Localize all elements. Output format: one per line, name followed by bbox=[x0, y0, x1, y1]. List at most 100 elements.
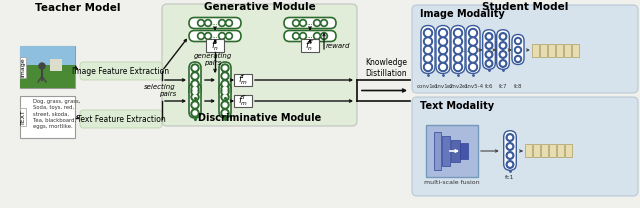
Text: image: image bbox=[20, 57, 26, 77]
Circle shape bbox=[227, 34, 231, 38]
Circle shape bbox=[499, 60, 507, 67]
Circle shape bbox=[424, 37, 433, 46]
Text: Image Feature Extraction: Image Feature Extraction bbox=[72, 67, 170, 76]
Text: conv1-2: conv1-2 bbox=[432, 84, 454, 89]
Circle shape bbox=[193, 90, 197, 94]
Circle shape bbox=[454, 62, 463, 72]
Circle shape bbox=[468, 62, 477, 72]
Bar bbox=[572, 44, 579, 57]
Circle shape bbox=[501, 35, 504, 38]
Text: $f_n^I$: $f_n^I$ bbox=[211, 38, 219, 53]
Circle shape bbox=[438, 54, 447, 63]
Bar bbox=[565, 144, 572, 157]
Circle shape bbox=[506, 152, 514, 159]
FancyBboxPatch shape bbox=[412, 97, 638, 196]
Text: $f_m^I$: $f_m^I$ bbox=[238, 73, 248, 87]
Circle shape bbox=[508, 145, 511, 148]
Circle shape bbox=[454, 37, 463, 46]
Text: Discriminative Module: Discriminative Module bbox=[198, 113, 321, 123]
Text: reward: reward bbox=[326, 42, 351, 48]
FancyBboxPatch shape bbox=[219, 83, 231, 118]
Circle shape bbox=[205, 20, 211, 26]
Circle shape bbox=[424, 28, 433, 37]
Circle shape bbox=[468, 37, 477, 46]
Bar bbox=[541, 144, 548, 157]
Text: conv2-1: conv2-1 bbox=[447, 84, 469, 89]
Circle shape bbox=[488, 62, 491, 65]
Circle shape bbox=[468, 46, 477, 54]
Circle shape bbox=[456, 47, 460, 52]
Circle shape bbox=[438, 28, 447, 37]
Text: fc6: fc6 bbox=[484, 84, 493, 89]
Circle shape bbox=[191, 80, 199, 88]
Text: ...: ... bbox=[307, 33, 314, 39]
Circle shape bbox=[438, 37, 447, 46]
Text: Image Modality: Image Modality bbox=[420, 9, 505, 19]
Circle shape bbox=[516, 58, 520, 61]
Circle shape bbox=[191, 72, 199, 80]
Circle shape bbox=[508, 136, 511, 139]
Circle shape bbox=[221, 85, 229, 93]
Circle shape bbox=[468, 54, 477, 63]
Text: fc7: fc7 bbox=[499, 84, 508, 89]
Circle shape bbox=[294, 34, 298, 38]
Circle shape bbox=[193, 82, 197, 86]
Circle shape bbox=[218, 20, 225, 26]
Circle shape bbox=[485, 60, 493, 67]
Circle shape bbox=[316, 34, 319, 38]
Circle shape bbox=[191, 88, 199, 96]
Circle shape bbox=[191, 101, 199, 109]
Bar bbox=[532, 44, 539, 57]
Circle shape bbox=[300, 32, 307, 40]
Circle shape bbox=[191, 93, 199, 101]
Circle shape bbox=[198, 32, 205, 40]
Circle shape bbox=[499, 51, 507, 58]
Circle shape bbox=[470, 64, 476, 69]
FancyBboxPatch shape bbox=[504, 131, 516, 170]
Circle shape bbox=[198, 20, 205, 26]
Text: Dog, grass, grass,
Soda, toys, red,
street, skoda,
Tea, blackboard,
eggs, mortli: Dog, grass, grass, Soda, toys, red, stre… bbox=[33, 99, 81, 129]
FancyBboxPatch shape bbox=[189, 62, 201, 97]
Circle shape bbox=[440, 31, 445, 36]
Bar bbox=[548, 44, 555, 57]
Circle shape bbox=[193, 87, 197, 91]
Circle shape bbox=[221, 93, 229, 101]
Circle shape bbox=[321, 32, 328, 40]
FancyBboxPatch shape bbox=[189, 83, 201, 118]
Bar bbox=[20, 96, 75, 138]
Circle shape bbox=[508, 163, 511, 166]
Text: Teacher Model: Teacher Model bbox=[35, 3, 121, 13]
Bar bbox=[434, 132, 441, 170]
FancyBboxPatch shape bbox=[80, 62, 162, 80]
Circle shape bbox=[501, 44, 504, 47]
Bar bbox=[525, 144, 532, 157]
Circle shape bbox=[221, 72, 229, 80]
Bar bbox=[234, 74, 252, 86]
Circle shape bbox=[426, 39, 431, 44]
Circle shape bbox=[220, 34, 224, 38]
Circle shape bbox=[205, 32, 211, 40]
Circle shape bbox=[292, 32, 300, 40]
Text: Knowledge
Distillation: Knowledge Distillation bbox=[365, 58, 407, 78]
Circle shape bbox=[314, 32, 321, 40]
Circle shape bbox=[470, 39, 476, 44]
Circle shape bbox=[508, 154, 511, 157]
Circle shape bbox=[454, 46, 463, 54]
Circle shape bbox=[193, 103, 197, 107]
Circle shape bbox=[440, 47, 445, 52]
Text: multi-scale fusion: multi-scale fusion bbox=[424, 180, 480, 185]
Circle shape bbox=[221, 64, 229, 72]
Circle shape bbox=[470, 47, 476, 52]
FancyBboxPatch shape bbox=[284, 17, 336, 28]
FancyBboxPatch shape bbox=[512, 35, 524, 64]
Circle shape bbox=[456, 64, 460, 69]
Circle shape bbox=[438, 46, 447, 54]
Circle shape bbox=[314, 20, 321, 26]
Circle shape bbox=[440, 39, 445, 44]
Text: conv1-1: conv1-1 bbox=[417, 84, 439, 89]
Circle shape bbox=[199, 34, 203, 38]
FancyBboxPatch shape bbox=[162, 4, 357, 126]
Circle shape bbox=[223, 95, 227, 99]
Circle shape bbox=[294, 21, 298, 25]
Circle shape bbox=[193, 95, 197, 99]
